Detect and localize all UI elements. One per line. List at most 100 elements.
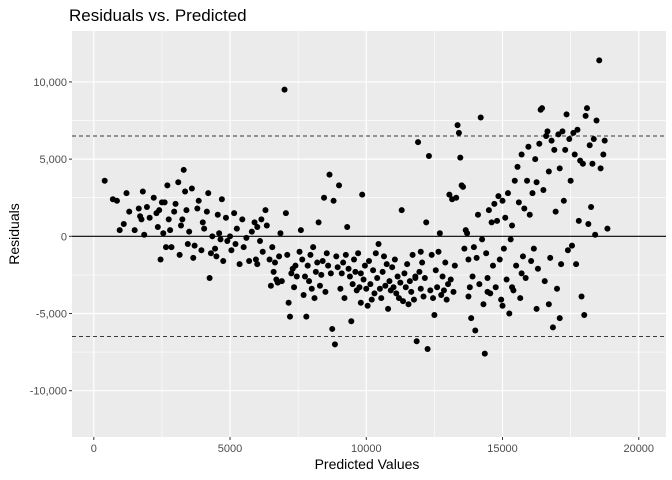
- data-point: [398, 207, 405, 214]
- data-point: [167, 227, 174, 234]
- data-point: [327, 270, 334, 277]
- data-point: [311, 295, 318, 302]
- data-point: [156, 207, 163, 214]
- data-point: [522, 274, 529, 281]
- data-point: [251, 219, 258, 226]
- data-point: [139, 188, 146, 195]
- data-point: [536, 140, 543, 147]
- data-point: [224, 237, 231, 244]
- data-point: [363, 285, 370, 292]
- data-point: [233, 225, 240, 232]
- data-point: [438, 291, 445, 298]
- x-tick-label: 0: [91, 443, 97, 455]
- data-point: [340, 259, 347, 266]
- data-point: [499, 302, 506, 309]
- data-point: [348, 318, 355, 325]
- data-point: [194, 205, 201, 212]
- y-tick-label: 10,000: [33, 77, 67, 89]
- data-point: [306, 278, 313, 285]
- data-point: [530, 245, 537, 252]
- data-point: [257, 237, 264, 244]
- data-point: [521, 205, 528, 212]
- data-point: [428, 251, 435, 258]
- data-point: [383, 261, 390, 268]
- x-tick-label: 15000: [487, 443, 518, 455]
- data-point: [318, 271, 325, 278]
- data-point: [372, 250, 379, 257]
- data-point: [481, 350, 488, 357]
- data-point: [214, 211, 221, 218]
- data-point: [570, 129, 577, 136]
- data-point: [120, 220, 127, 227]
- data-point: [593, 117, 600, 124]
- data-point: [296, 248, 303, 255]
- data-point: [555, 131, 562, 138]
- data-point: [454, 122, 461, 129]
- data-point: [346, 273, 353, 280]
- data-point: [445, 281, 452, 288]
- data-point: [186, 228, 193, 235]
- data-point: [143, 203, 150, 210]
- data-point: [588, 203, 595, 210]
- data-point: [199, 219, 206, 226]
- data-point: [322, 288, 329, 295]
- data-point: [131, 227, 138, 234]
- data-point: [567, 177, 574, 184]
- data-point: [300, 291, 307, 298]
- data-point: [284, 251, 291, 258]
- x-axis-ticks: 0 5000 10000 15000 20000: [91, 437, 654, 455]
- data-point: [191, 242, 198, 249]
- data-point: [528, 258, 535, 265]
- data-point: [455, 129, 462, 136]
- data-point: [436, 230, 443, 237]
- data-point: [258, 216, 265, 223]
- data-point: [483, 250, 490, 257]
- data-point: [519, 253, 526, 260]
- data-point: [361, 262, 368, 269]
- data-point: [583, 105, 590, 112]
- data-point: [375, 241, 382, 248]
- data-point: [472, 327, 479, 334]
- data-point: [180, 166, 187, 173]
- data-point: [357, 299, 364, 306]
- data-point: [177, 222, 184, 229]
- data-point: [356, 284, 363, 291]
- data-point: [164, 182, 171, 189]
- data-point: [500, 245, 507, 252]
- data-point: [161, 199, 168, 206]
- data-point: [465, 293, 472, 300]
- data-point: [432, 267, 439, 274]
- data-point: [526, 211, 533, 218]
- data-point: [154, 224, 161, 231]
- data-point: [518, 151, 525, 158]
- data-point: [586, 142, 593, 149]
- data-point: [393, 290, 400, 297]
- data-point: [541, 278, 548, 285]
- data-point: [228, 247, 235, 254]
- data-point: [292, 262, 299, 269]
- data-point: [271, 259, 278, 266]
- data-point: [378, 295, 385, 302]
- data-point: [254, 261, 261, 268]
- data-point: [466, 284, 473, 291]
- data-point: [321, 194, 328, 201]
- data-point: [509, 222, 516, 229]
- data-point: [389, 264, 396, 271]
- data-point: [333, 253, 340, 260]
- data-point: [419, 259, 426, 266]
- data-point: [222, 214, 229, 221]
- data-point: [277, 230, 284, 237]
- data-point: [499, 197, 506, 204]
- data-point: [517, 295, 524, 302]
- data-point: [319, 258, 326, 265]
- data-point: [509, 284, 516, 291]
- data-point: [539, 105, 546, 112]
- data-point: [469, 273, 476, 280]
- data-point: [400, 298, 407, 305]
- data-point: [533, 305, 540, 312]
- data-point: [479, 236, 486, 243]
- data-point: [423, 219, 430, 226]
- data-point: [503, 276, 510, 283]
- data-point: [138, 216, 145, 223]
- data-point: [573, 261, 580, 268]
